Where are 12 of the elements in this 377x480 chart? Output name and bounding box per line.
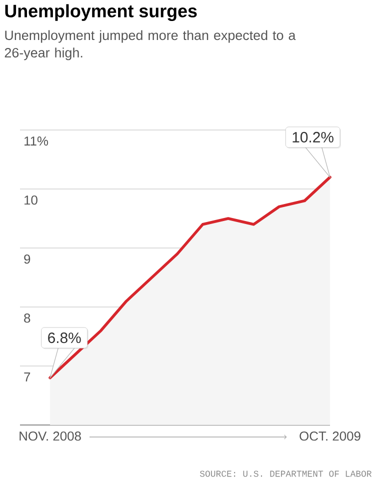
y-tick-label: 7	[24, 372, 30, 382]
annotation: 10.2%	[292, 132, 334, 142]
y-tick-label: 11%	[24, 136, 48, 146]
y-tick-label: 8	[24, 314, 30, 323]
chart-subtitle: Unemployment jumped more than expected to a 26-year high.	[4, 30, 296, 60]
x-tick-label: OCT. 2009	[300, 432, 360, 441]
x-tick-label: NOV. 2008	[20, 432, 81, 441]
source-note: SOURCE: U.S. DEPARTMENT OF LABOR	[200, 470, 372, 477]
y-tick-label: 10	[24, 196, 38, 205]
y-tick-label: 9	[24, 254, 30, 264]
annotation: 6.8%	[48, 332, 81, 344]
chart-title: Unemployment surges	[5, 4, 197, 21]
